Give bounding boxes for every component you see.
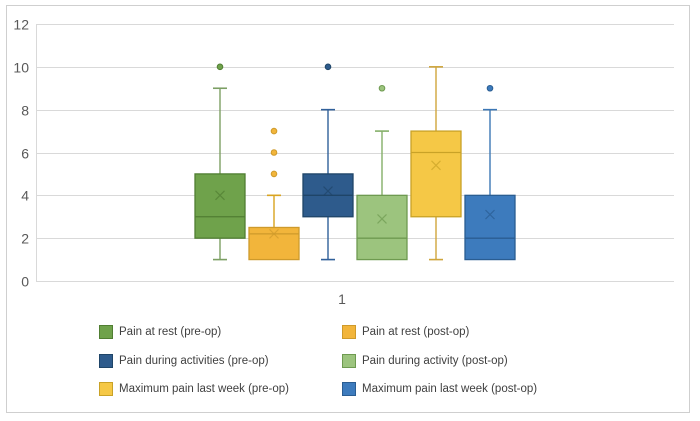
x-axis-category-label: 1 bbox=[338, 291, 346, 307]
y-axis-tick-label: 12 bbox=[13, 17, 29, 33]
box-series-6 bbox=[464, 84, 516, 261]
y-axis-tick-label: 2 bbox=[21, 231, 29, 247]
y-axis-tick-label: 6 bbox=[21, 146, 29, 162]
outlier-dot bbox=[324, 63, 332, 71]
mean-marker bbox=[485, 209, 495, 220]
box-rect bbox=[464, 194, 516, 261]
mean-marker bbox=[431, 160, 441, 171]
mean-marker bbox=[323, 186, 333, 196]
box-series-4 bbox=[356, 84, 408, 261]
box-rect bbox=[356, 194, 408, 261]
mean-marker bbox=[377, 213, 387, 224]
outlier-dot bbox=[270, 149, 278, 156]
box-series-5 bbox=[410, 66, 462, 261]
y-axis-tick-label: 8 bbox=[21, 103, 29, 119]
box-series-3 bbox=[302, 63, 354, 261]
outlier-dot bbox=[216, 63, 224, 71]
y-axis-tick-label: 4 bbox=[21, 188, 29, 204]
mean-marker bbox=[215, 190, 225, 201]
box-rect bbox=[410, 130, 462, 218]
box-rect bbox=[248, 226, 300, 261]
outlier-dot bbox=[486, 84, 494, 92]
box-series-2 bbox=[248, 127, 300, 261]
mean-marker bbox=[269, 228, 279, 239]
y-axis-tick-label: 10 bbox=[13, 60, 29, 76]
outlier-dot bbox=[378, 84, 386, 92]
outlier-dot bbox=[270, 127, 278, 135]
y-axis-tick-label: 0 bbox=[21, 274, 29, 290]
box-rect bbox=[194, 173, 246, 239]
outlier-dot bbox=[270, 170, 278, 178]
box-series-1 bbox=[194, 63, 246, 261]
